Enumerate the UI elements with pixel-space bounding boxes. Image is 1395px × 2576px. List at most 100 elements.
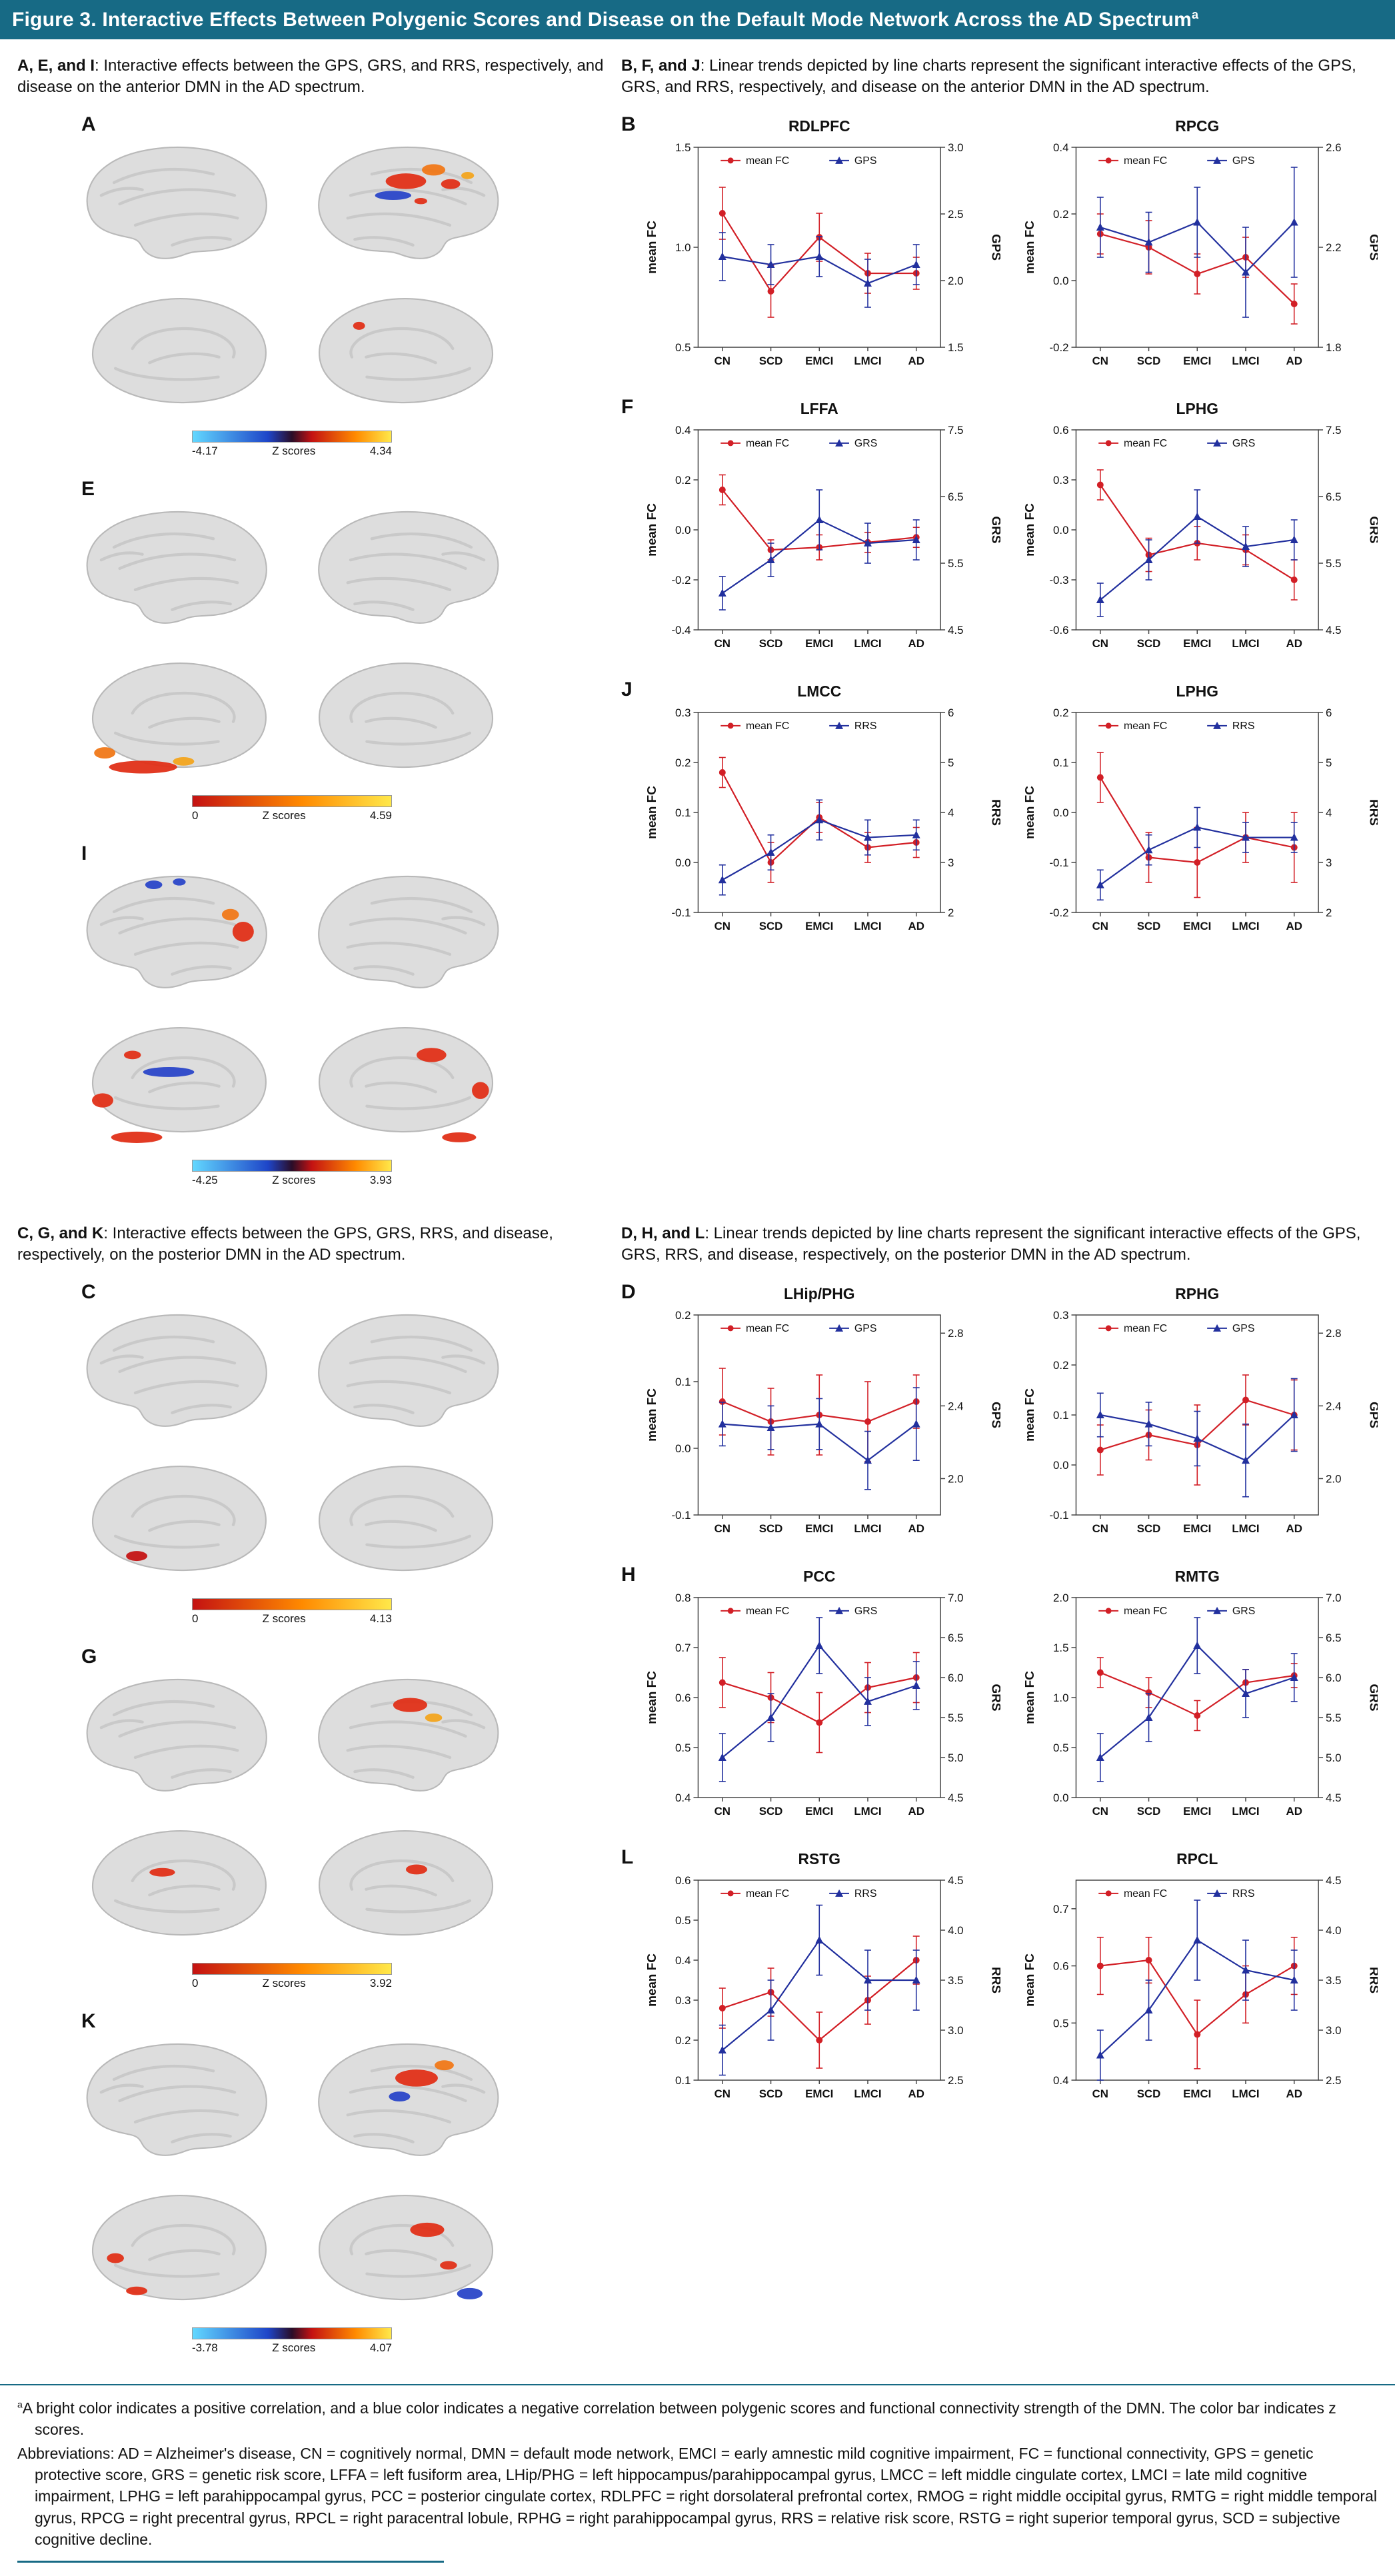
svg-text:GRS: GRS [1232, 438, 1254, 449]
activation-cluster [109, 760, 177, 774]
anterior-section: A, E, and I: Interactive effects between… [0, 39, 1395, 1207]
svg-text:0.0: 0.0 [1053, 806, 1068, 819]
svg-text:0.4: 0.4 [675, 1792, 691, 1804]
abbreviations: Abbreviations: AD = Alzheimer's disease,… [17, 2444, 1377, 2548]
activation-cluster [410, 2222, 445, 2237]
caption-cgk: C, G, and K: Interactive effects between… [17, 1223, 604, 1266]
svg-text:2.5: 2.5 [948, 208, 963, 221]
brain-renders [69, 1306, 516, 1593]
posterior-section: C, G, and K: Interactive effects between… [0, 1207, 1395, 2375]
svg-text:0.6: 0.6 [675, 1874, 691, 1887]
brain-render-medial-right [319, 662, 494, 768]
line-chart-rmtg: RMTG 0.0 0.5 1.0 1.5 2.0 4.5 5.0 5.5 6.0 6.5 7.0 CN S… [1022, 1568, 1378, 1818]
svg-text:RRS: RRS [1232, 1888, 1254, 1899]
chart-panel-L: L RSTG 0.1 0.2 0.3 0.4 0.5 0.6 2.5 3.0 3.5 4.0 4.5 CN… [621, 1846, 1378, 2114]
left-axis-label: mean FC [1022, 221, 1036, 274]
svg-text:-0.2: -0.2 [671, 574, 691, 587]
svg-text:2.0: 2.0 [1326, 1472, 1341, 1485]
svg-text:-0.1: -0.1 [1049, 856, 1068, 869]
svg-text:7.0: 7.0 [1326, 1592, 1341, 1604]
svg-text:AD: AD [1286, 637, 1302, 650]
left-axis-label: mean FC [645, 503, 659, 557]
panel-letter-H: H [621, 1563, 636, 1586]
svg-text:0.0: 0.0 [675, 524, 691, 537]
svg-text:0.3: 0.3 [675, 706, 691, 719]
brain-render-medial-left [91, 2194, 267, 2300]
colorbar-gradient [192, 1159, 392, 1172]
colorbar-min: 0 [192, 1976, 199, 1989]
right-axis-label: GRS [990, 516, 1000, 543]
brain-render-medial-left [91, 1465, 267, 1571]
caption-bfj-lead: B, F, and J [621, 57, 700, 75]
svg-text:0.4: 0.4 [1053, 2074, 1068, 2087]
activation-cluster [111, 1131, 163, 1143]
panel-letter-C: C [81, 1280, 96, 1303]
activation-cluster [353, 321, 365, 330]
left-axis-label: mean FC [645, 786, 659, 839]
chart-legend: mean FC GPS [1098, 155, 1254, 167]
posterior-brain-panels: C 0 Z scores 4.13 G 0 Z scores 3.92 K -3.78 Z scor… [17, 1281, 604, 2355]
chart-title: LPHG [1176, 682, 1218, 700]
svg-text:3: 3 [1326, 856, 1332, 869]
activation-cluster [441, 179, 461, 189]
svg-text:6.5: 6.5 [948, 1632, 963, 1644]
chart-title: RPCG [1175, 117, 1219, 135]
colorbar-title: Z scores [262, 1976, 306, 1989]
brain-render-lateral-right [318, 2043, 499, 2156]
svg-text:CN: CN [1092, 1804, 1108, 1817]
brain-render-medial-right [319, 1830, 494, 1935]
line-chart-lmcc: LMCC -0.1 0.0 0.1 0.2 0.3 2 3 4 5 6 CN SCD EMCI LMCI AD… [645, 682, 1000, 932]
brain-render-lateral-left [86, 875, 267, 988]
left-axis-label: mean FC [645, 221, 659, 274]
activation-cluster [173, 878, 186, 886]
anterior-chart-panels: B RDLPFC 0.5 1.0 1.5 1.5 2.0 2.5 3.0 CN SCD EMCI LMC… [621, 113, 1378, 946]
svg-text:mean FC: mean FC [746, 1888, 789, 1899]
svg-text:4.0: 4.0 [948, 1924, 963, 1937]
svg-text:-0.6: -0.6 [1049, 624, 1068, 637]
activation-cluster [94, 746, 116, 758]
svg-text:LMCI: LMCI [854, 1522, 881, 1534]
activation-cluster [143, 1066, 195, 1077]
chart-legend: mean FC GPS [1098, 1322, 1254, 1334]
right-axis-label: GPS [990, 234, 1000, 261]
caption-aei-body: : Interactive effects between the GPS, G… [17, 57, 604, 97]
caption-aei: A, E, and I: Interactive effects between… [17, 55, 604, 99]
svg-text:GRS: GRS [854, 1605, 877, 1616]
svg-text:AD: AD [908, 2087, 924, 2099]
svg-text:6.0: 6.0 [948, 1672, 963, 1684]
svg-text:5: 5 [1326, 756, 1332, 769]
chart-legend: mean FC RRS [720, 720, 876, 732]
svg-text:AD: AD [908, 920, 924, 932]
svg-text:RRS: RRS [1232, 720, 1254, 732]
svg-text:mean FC: mean FC [1123, 1605, 1166, 1616]
svg-text:CN: CN [714, 2087, 730, 2099]
svg-text:LMCI: LMCI [1232, 355, 1259, 367]
svg-text:LMCI: LMCI [854, 637, 881, 650]
svg-text:0.3: 0.3 [1053, 474, 1068, 487]
chart-pair: LMCC -0.1 0.0 0.1 0.2 0.3 2 3 4 5 6 CN SCD EMCI LMCI AD… [643, 678, 1378, 946]
activation-cluster [385, 173, 427, 189]
right-axis-label: GRS [990, 1684, 1000, 1711]
chart-panel-B: B RDLPFC 0.5 1.0 1.5 1.5 2.0 2.5 3.0 CN SCD EMCI LMC… [621, 113, 1378, 381]
colorbar-max: 3.92 [369, 1976, 392, 1989]
svg-text:0.1: 0.1 [675, 2074, 691, 2087]
svg-text:EMCI: EMCI [805, 920, 833, 932]
activation-cluster [107, 2253, 124, 2263]
svg-text:SCD: SCD [759, 355, 783, 367]
svg-text:3.0: 3.0 [948, 2024, 963, 2037]
line-chart-lphg: LPHG -0.2 -0.1 0.0 0.1 0.2 2 3 4 5 6 CN SCD EMCI LMCI A… [1022, 682, 1378, 932]
svg-text:2: 2 [948, 906, 954, 919]
brain-render-lateral-left [86, 1678, 267, 1792]
svg-text:0.6: 0.6 [1053, 424, 1068, 437]
activation-cluster [232, 921, 254, 942]
svg-text:0.3: 0.3 [675, 1994, 691, 2007]
svg-text:SCD: SCD [1136, 355, 1160, 367]
svg-text:CN: CN [1092, 355, 1108, 367]
chart-panel-F: F LFFA -0.4 -0.2 0.0 0.2 0.4 4.5 5.5 6.5 7.5 CN SCD E… [621, 396, 1378, 664]
chart-title: PCC [803, 1568, 835, 1585]
brain-render-lateral-right [318, 1314, 499, 1427]
chart-pair: PCC 0.4 0.5 0.6 0.7 0.8 4.5 5.0 5.5 6.0 6.5 7.0 CN SC… [643, 1564, 1378, 1832]
svg-text:AD: AD [908, 355, 924, 367]
activation-cluster [421, 164, 446, 176]
svg-text:LMCI: LMCI [854, 2087, 881, 2099]
